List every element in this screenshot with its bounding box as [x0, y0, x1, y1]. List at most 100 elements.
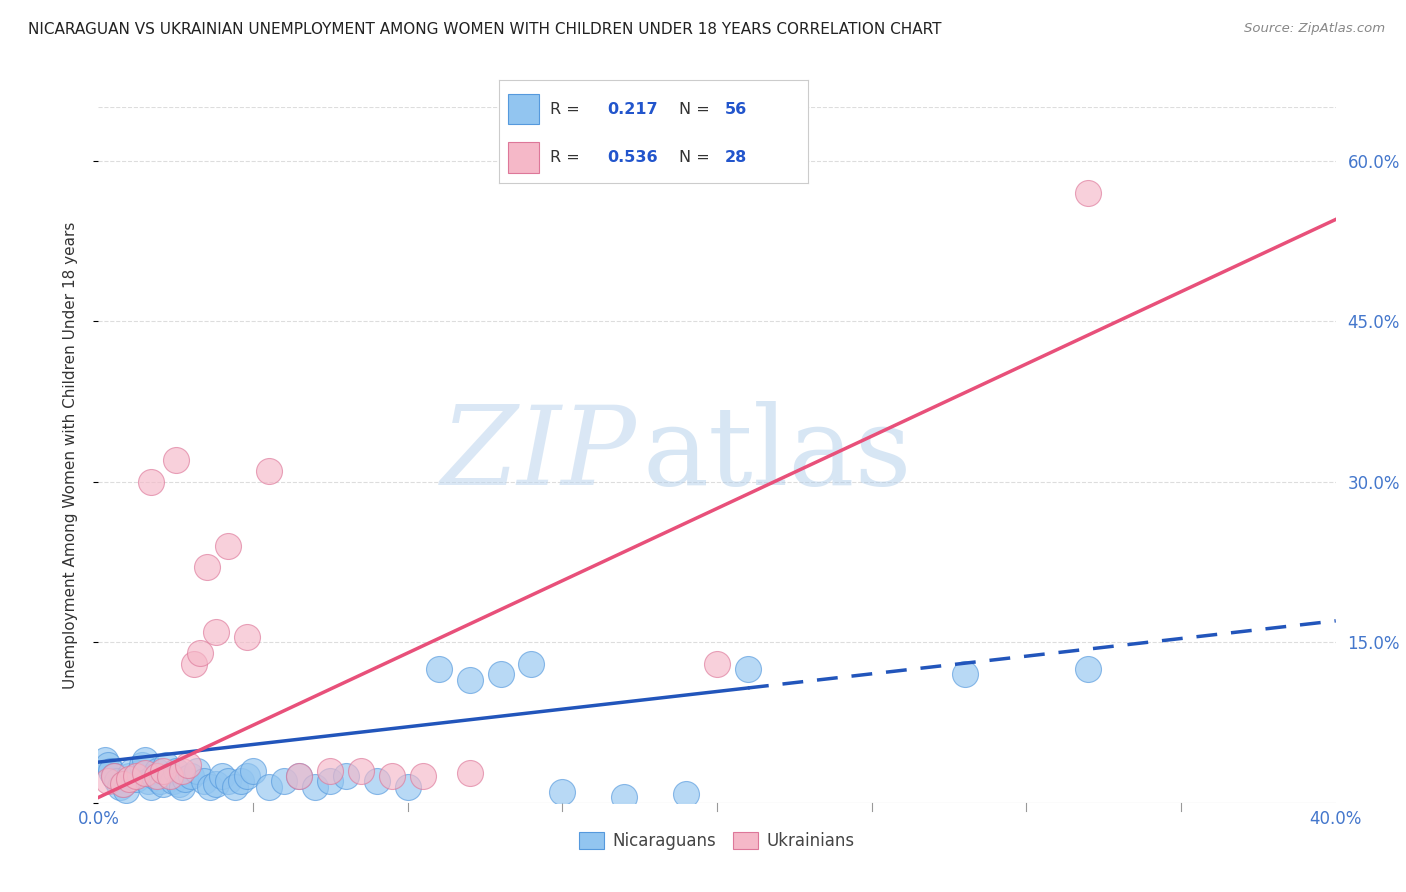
Point [396, 780, 419, 794]
Point [242, 764, 264, 778]
Point [217, 539, 239, 553]
Point [115, 783, 138, 797]
Point [152, 776, 174, 790]
Point [257, 464, 280, 478]
Point [211, 769, 233, 783]
Point [613, 790, 636, 805]
Point [174, 772, 197, 787]
Text: 0.217: 0.217 [607, 102, 658, 117]
Point [162, 774, 184, 789]
Point [366, 774, 388, 789]
Point [134, 753, 156, 767]
Point [124, 772, 146, 787]
Point [177, 758, 200, 772]
Point [458, 765, 481, 780]
Point [100, 764, 122, 778]
Point [198, 780, 221, 794]
Point [159, 769, 181, 783]
Point [124, 769, 146, 783]
Point [217, 774, 239, 789]
Text: Source: ZipAtlas.com: Source: ZipAtlas.com [1244, 22, 1385, 36]
Point [165, 453, 187, 467]
Point [180, 769, 202, 783]
Point [427, 662, 450, 676]
Point [319, 774, 342, 789]
Text: N =: N = [679, 150, 714, 165]
Point [165, 764, 187, 778]
Point [193, 774, 215, 789]
Point [458, 673, 481, 687]
Point [675, 787, 697, 801]
Point [205, 776, 228, 790]
Point [224, 780, 246, 794]
Point [143, 769, 166, 783]
Point [108, 780, 131, 794]
Point [139, 780, 162, 794]
Point [489, 667, 512, 681]
Point [319, 764, 342, 778]
Point [229, 774, 252, 789]
Point [706, 657, 728, 671]
Point [136, 774, 159, 789]
Point [152, 764, 174, 778]
Point [170, 780, 193, 794]
Point [112, 776, 135, 790]
Point [112, 776, 135, 790]
Point [97, 758, 120, 772]
Point [412, 769, 434, 783]
Text: 56: 56 [725, 102, 747, 117]
Text: 28: 28 [725, 150, 747, 165]
Point [105, 774, 128, 789]
Point [1077, 662, 1099, 676]
Point [103, 769, 125, 783]
Point [118, 769, 141, 783]
Point [170, 764, 193, 778]
Point [149, 774, 172, 789]
FancyBboxPatch shape [509, 94, 540, 124]
Point [273, 774, 295, 789]
Point [236, 769, 259, 783]
Point [186, 764, 208, 778]
Point [128, 765, 150, 780]
Point [159, 769, 181, 783]
Point [195, 560, 218, 574]
Point [350, 764, 373, 778]
Text: atlas: atlas [643, 401, 912, 508]
Point [103, 769, 125, 783]
Point [134, 765, 156, 780]
Point [190, 646, 212, 660]
Y-axis label: Unemployment Among Women with Children Under 18 years: Unemployment Among Women with Children U… [63, 221, 77, 689]
Point [118, 772, 141, 787]
Point [97, 774, 120, 789]
Point [167, 776, 190, 790]
Text: R =: R = [550, 102, 585, 117]
Point [304, 780, 326, 794]
Point [146, 764, 169, 778]
Point [139, 475, 162, 489]
Point [551, 785, 574, 799]
Point [288, 769, 311, 783]
Point [205, 624, 228, 639]
Point [146, 769, 169, 783]
Text: R =: R = [550, 150, 585, 165]
Point [953, 667, 976, 681]
Text: ZIP: ZIP [440, 401, 637, 508]
Point [236, 630, 259, 644]
Text: N =: N = [679, 102, 714, 117]
Point [183, 657, 205, 671]
FancyBboxPatch shape [509, 142, 540, 173]
Point [121, 764, 143, 778]
Point [93, 753, 115, 767]
Point [335, 769, 357, 783]
Text: 0.536: 0.536 [607, 150, 658, 165]
Point [1077, 186, 1099, 200]
Point [520, 657, 543, 671]
Point [737, 662, 759, 676]
Point [131, 758, 153, 772]
Point [257, 780, 280, 794]
Legend: Nicaraguans, Ukrainians: Nicaraguans, Ukrainians [572, 826, 862, 857]
Text: NICARAGUAN VS UKRAINIAN UNEMPLOYMENT AMONG WOMEN WITH CHILDREN UNDER 18 YEARS CO: NICARAGUAN VS UKRAINIAN UNEMPLOYMENT AMO… [28, 22, 942, 37]
Point [288, 769, 311, 783]
Point [155, 758, 177, 772]
Point [381, 769, 404, 783]
